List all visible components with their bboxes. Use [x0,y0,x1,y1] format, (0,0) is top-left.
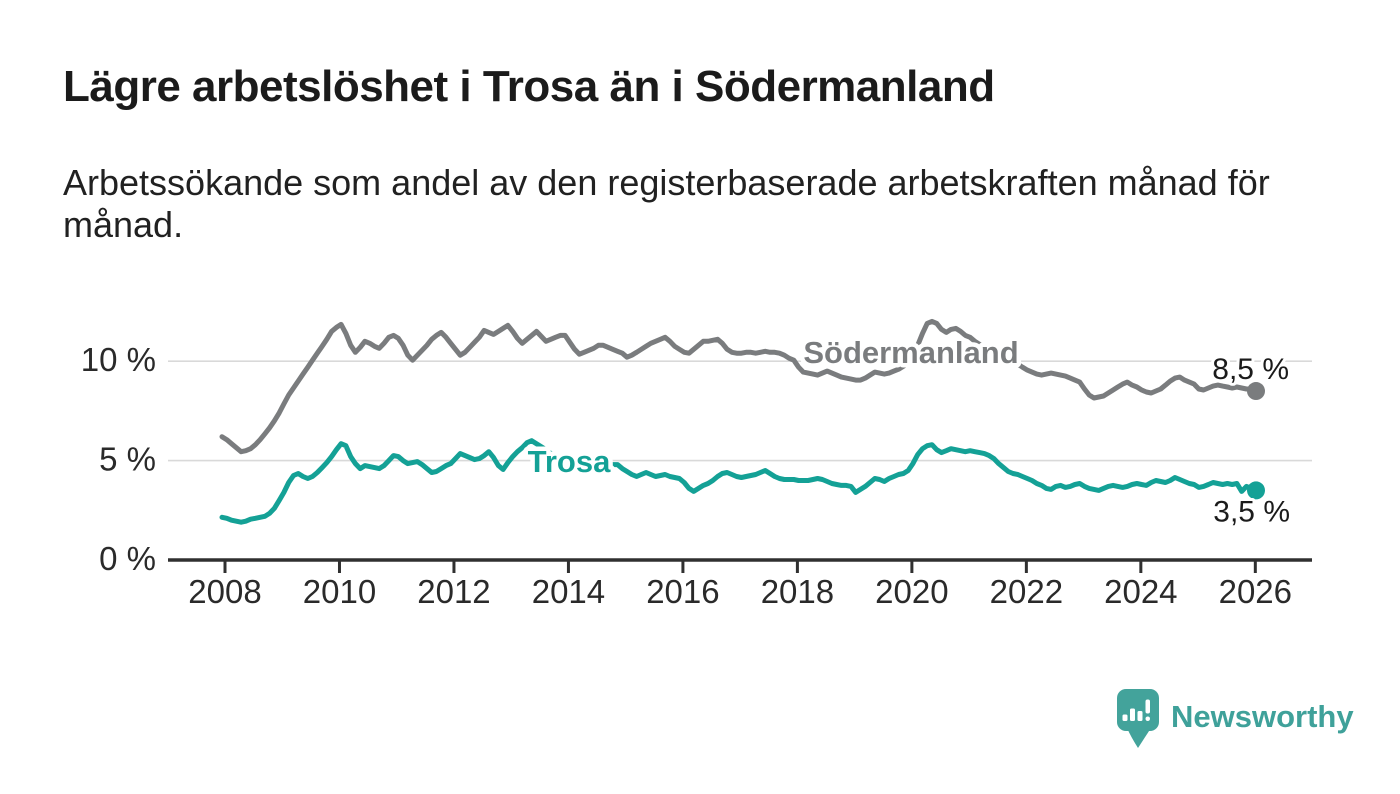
end-value-label-trosa: 3,5 % [1213,495,1290,528]
chart-subtitle: Arbetssökande som andel av den registerb… [63,162,1270,246]
bar-chart-speech-bubble-icon [1117,689,1159,748]
y-tick-label-5: 5 % [99,441,156,478]
line-trosa [219,438,1259,525]
x-tick-label-2010: 2010 [303,573,376,610]
line-sodermanland [219,318,1259,455]
newsworthy-logo: Newsworthy [1114,684,1394,761]
x-tick-label-2024: 2024 [1104,573,1177,610]
x-tick-label-2016: 2016 [646,573,719,610]
end-dot-trosa [1247,481,1265,500]
logo-text: Newsworthy [1171,699,1354,734]
newsworthy-logo-graphic: Newsworthy [1117,689,1354,748]
x-tick-label-2020: 2020 [875,573,948,610]
page-title: Lägre arbetslöshet i Trosa än i Söderman… [63,62,995,111]
end-dot-sodermanland [1247,382,1265,401]
x-tick-label-2012: 2012 [417,573,490,610]
subtitle-line-2: månad. [63,204,184,245]
x-tick-label-2014: 2014 [532,573,605,610]
series-label-trosa: Trosa [528,444,611,479]
subtitle-line-1: Arbetssökande som andel av den registerb… [63,162,1270,203]
y-tick-label-0: 0 % [99,540,156,577]
x-tick-label-2022: 2022 [990,573,1063,610]
end-value-label-sodermanland: 8,5 % [1212,353,1289,386]
x-tick-label-2008: 2008 [188,573,261,610]
series-label-sodermanland: Södermanland [803,335,1018,370]
y-tick-label-10: 10 % [81,341,156,378]
x-tick-label-2026: 2026 [1219,573,1292,610]
x-tick-label-2018: 2018 [761,573,834,610]
